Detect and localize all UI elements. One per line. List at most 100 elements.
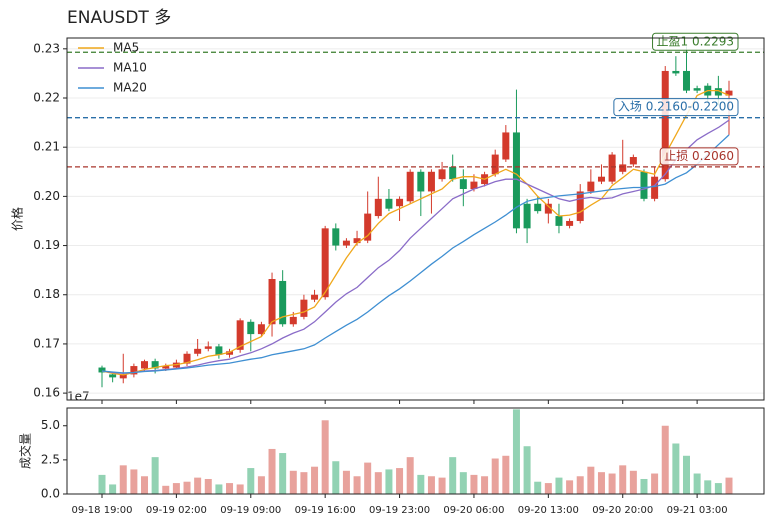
candle-body (608, 154, 616, 182)
volume-bar (704, 480, 712, 494)
ma-line (101, 89, 730, 376)
volume-bar (682, 455, 690, 494)
legend-label: MA20 (113, 81, 147, 95)
y-axis-label: 价格 (10, 207, 25, 231)
volume-bar (502, 455, 510, 494)
volume-bar (661, 425, 669, 494)
level-label-box (613, 98, 739, 117)
x-tick-label: 09-20 06:00 (443, 505, 504, 516)
y-tick-label: 0.18 (33, 287, 60, 301)
candle-body (226, 351, 234, 355)
volume-bar (204, 478, 212, 494)
volume-bar (406, 457, 414, 494)
candle-body (236, 320, 244, 350)
candle-body (119, 374, 127, 379)
volume-bar (576, 476, 584, 494)
candle-body (194, 348, 202, 354)
candle-body (321, 228, 329, 298)
volume-bar (566, 480, 574, 494)
candle-body (566, 220, 574, 226)
volume-bar (672, 443, 680, 494)
candle-body (385, 198, 393, 209)
y-tick-label: 0.19 (33, 238, 60, 252)
volume-bar (651, 473, 659, 494)
volume-bar (438, 477, 446, 494)
volume-bar (374, 472, 382, 494)
volume-bar (321, 420, 329, 494)
volume-bar (247, 468, 255, 494)
volume-bar (491, 458, 499, 494)
volume-bar (619, 465, 627, 494)
candle-body (523, 203, 531, 229)
plot-frame (66, 37, 765, 401)
legend-label: MA5 (113, 41, 139, 55)
candle-body (640, 171, 648, 199)
candle-body (693, 88, 701, 91)
volume-bar (172, 483, 180, 494)
volume-bar (587, 466, 595, 494)
volume-bar (629, 470, 637, 494)
candle-body (311, 294, 319, 300)
volume-bar (470, 474, 478, 494)
x-tick-label: 09-19 02:00 (146, 505, 207, 516)
volume-bar (279, 453, 287, 494)
candle-body (470, 181, 478, 189)
level-label-box (659, 147, 739, 166)
volume-bar (555, 477, 563, 494)
candle-body (289, 316, 297, 325)
volume-bar (119, 465, 127, 494)
candle-body (279, 280, 287, 325)
candle-body (353, 238, 361, 244)
y-tick-label: 0.23 (33, 41, 60, 55)
candle-body (651, 176, 659, 199)
volume-offset-label: 1e7 (67, 390, 90, 404)
y-tick-label: 0.22 (33, 91, 60, 105)
volume-bar (396, 468, 404, 494)
x-tick-label: 09-19 09:00 (220, 505, 281, 516)
level-label: 止盈1 0.2293 (657, 34, 734, 48)
volume-frame (66, 407, 765, 495)
volume-bar (215, 484, 223, 494)
candle-body (587, 181, 595, 192)
y-tick-label: 0.16 (33, 386, 60, 400)
volume-bar (459, 472, 467, 494)
volume-bar (427, 476, 435, 494)
candle-body (162, 366, 170, 369)
candle-body (597, 176, 605, 182)
volume-bar (725, 477, 733, 494)
candle-body (374, 198, 382, 217)
volume-bar (693, 473, 701, 494)
candle-body (449, 166, 457, 180)
volume-bar (544, 483, 552, 494)
volume-bar (194, 477, 202, 494)
y-tick-label: 0.17 (33, 336, 60, 350)
candle-body (459, 179, 467, 189)
x-tick-label: 09-20 20:00 (592, 505, 653, 516)
ma-line (101, 119, 730, 375)
candle-body (544, 203, 552, 214)
volume-bar (364, 462, 372, 494)
x-tick-label: 09-19 16:00 (295, 505, 356, 516)
x-tick-label: 09-19 23:00 (369, 505, 430, 516)
volume-axis-label: 成交量 (18, 433, 33, 469)
candle-body (98, 367, 106, 373)
volume-bar (481, 476, 489, 494)
candle-body (364, 213, 372, 241)
candle-body (502, 132, 510, 160)
candle-body (714, 88, 722, 96)
volume-bar (342, 470, 350, 494)
y-tick-label: 0.20 (33, 189, 60, 203)
x-tick-label: 09-21 03:00 (667, 505, 728, 516)
legend-label: MA10 (113, 61, 147, 75)
candle-body (183, 353, 191, 364)
candle-body (682, 70, 690, 91)
candle-body (247, 321, 255, 335)
candle-body (109, 374, 117, 378)
volume-bar (289, 470, 297, 494)
volume-bar (300, 472, 308, 494)
volume-bar (714, 483, 722, 494)
level-label: 止损 0.2060 (664, 149, 734, 163)
volume-bar (130, 469, 138, 494)
candle-body (268, 279, 276, 325)
volume-bar (640, 478, 648, 494)
